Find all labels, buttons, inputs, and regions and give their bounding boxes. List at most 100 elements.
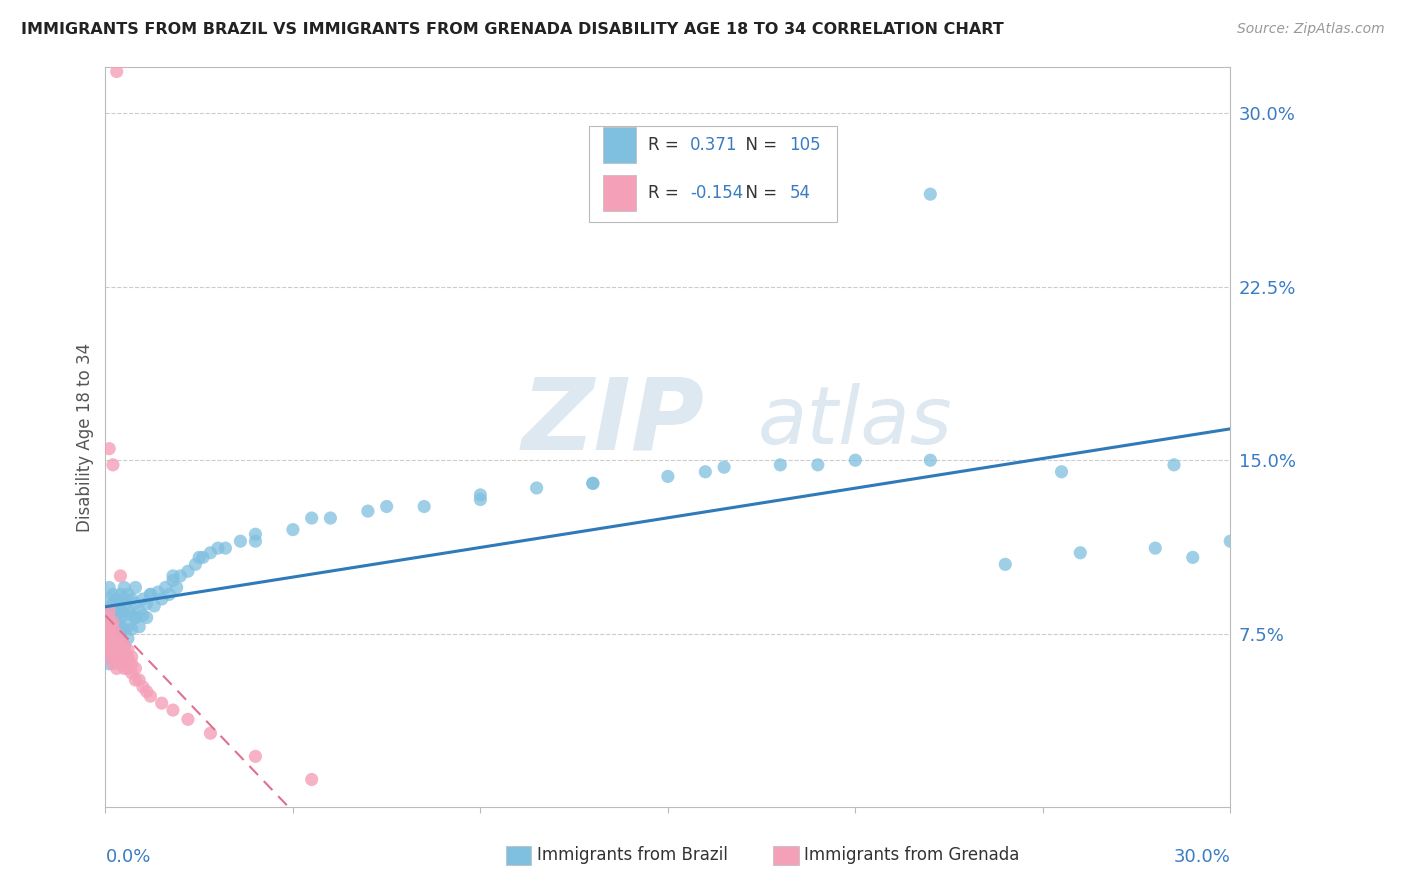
Point <box>98 442 121 456</box>
Point <box>166 581 188 595</box>
Point <box>110 643 132 657</box>
Point <box>375 500 398 514</box>
Point <box>124 610 146 624</box>
Point <box>769 458 792 472</box>
Point <box>214 541 236 555</box>
Point <box>98 581 121 595</box>
Point <box>117 632 139 646</box>
Point <box>157 587 180 601</box>
Point <box>301 772 323 787</box>
Point <box>105 608 128 623</box>
Point <box>132 592 155 607</box>
Point <box>1144 541 1167 555</box>
Point <box>110 597 132 611</box>
Point <box>139 587 162 601</box>
Text: IMMIGRANTS FROM BRAZIL VS IMMIGRANTS FROM GRENADA DISABILITY AGE 18 TO 34 CORREL: IMMIGRANTS FROM BRAZIL VS IMMIGRANTS FRO… <box>21 22 1004 37</box>
Point <box>135 684 157 698</box>
Point <box>98 620 121 634</box>
FancyBboxPatch shape <box>603 176 637 211</box>
Point <box>146 585 169 599</box>
Text: Source: ZipAtlas.com: Source: ZipAtlas.com <box>1237 22 1385 37</box>
Point <box>807 458 830 472</box>
Point <box>112 643 135 657</box>
Point <box>229 534 252 549</box>
Text: 30.0%: 30.0% <box>1174 848 1230 866</box>
Point <box>357 504 380 518</box>
Point <box>124 597 146 611</box>
Point <box>105 620 128 634</box>
FancyBboxPatch shape <box>589 126 837 222</box>
Point <box>110 649 132 664</box>
Point <box>150 696 173 710</box>
Point <box>112 638 135 652</box>
Point <box>301 511 323 525</box>
Point <box>98 633 121 648</box>
Point <box>101 632 124 646</box>
Point <box>117 661 139 675</box>
Point <box>135 597 157 611</box>
Point <box>470 492 492 507</box>
Point <box>98 633 121 648</box>
Point <box>121 592 143 607</box>
Point <box>139 587 162 601</box>
Point <box>105 649 128 664</box>
Point <box>98 649 121 664</box>
Point <box>101 638 124 652</box>
Point <box>844 453 866 467</box>
Point <box>117 604 139 618</box>
Point <box>98 649 121 664</box>
Point <box>121 608 143 623</box>
Text: Immigrants from Brazil: Immigrants from Brazil <box>537 847 728 864</box>
Point <box>143 599 166 613</box>
Point <box>200 546 222 560</box>
Point <box>121 649 143 664</box>
Point <box>112 661 135 675</box>
Point <box>110 620 132 634</box>
Point <box>101 610 124 624</box>
Point <box>713 460 735 475</box>
Point <box>162 574 184 588</box>
Point <box>110 633 132 648</box>
Point <box>101 626 124 640</box>
Point <box>117 620 139 634</box>
Point <box>112 638 135 652</box>
Point <box>110 569 132 583</box>
Point <box>110 587 132 601</box>
Text: -0.154: -0.154 <box>690 185 744 202</box>
Point <box>188 550 211 565</box>
FancyBboxPatch shape <box>603 128 637 163</box>
Point <box>105 599 128 613</box>
Point <box>245 749 267 764</box>
Point <box>121 622 143 636</box>
Point <box>245 534 267 549</box>
Point <box>105 649 128 664</box>
Text: 54: 54 <box>789 185 810 202</box>
Point <box>98 608 121 623</box>
Point <box>470 488 492 502</box>
Point <box>101 597 124 611</box>
Point <box>101 458 124 472</box>
Point <box>1181 550 1204 565</box>
Point <box>657 469 679 483</box>
Point <box>135 610 157 624</box>
Point <box>98 643 121 657</box>
Point <box>98 620 121 634</box>
Point <box>1069 546 1091 560</box>
Point <box>112 622 135 636</box>
Point <box>110 657 132 671</box>
Point <box>191 550 214 565</box>
Point <box>105 633 128 648</box>
Text: 0.0%: 0.0% <box>105 848 150 866</box>
Point <box>582 476 605 491</box>
Point <box>101 649 124 664</box>
Point <box>110 610 132 624</box>
Point <box>128 620 150 634</box>
Point <box>112 581 135 595</box>
Point <box>155 581 177 595</box>
Point <box>582 476 605 491</box>
Point <box>207 541 229 555</box>
Point <box>110 626 132 640</box>
Point <box>98 626 121 640</box>
Point <box>105 615 128 630</box>
Point <box>526 481 548 495</box>
